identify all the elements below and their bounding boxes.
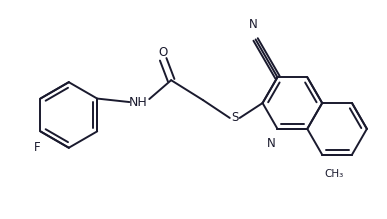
- Text: S: S: [231, 111, 238, 124]
- Text: N: N: [267, 137, 276, 150]
- Text: CH₃: CH₃: [324, 169, 343, 178]
- Text: NH: NH: [129, 95, 148, 109]
- Text: O: O: [159, 46, 168, 59]
- Text: F: F: [34, 141, 41, 154]
- Text: N: N: [249, 18, 258, 30]
